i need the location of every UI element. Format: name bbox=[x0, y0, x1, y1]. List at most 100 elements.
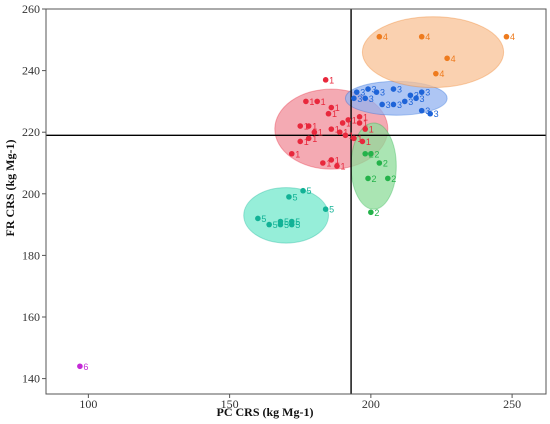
point-label-group-3: 3 bbox=[420, 94, 425, 104]
point-label-group-2: 2 bbox=[374, 149, 379, 159]
data-point-group-1 bbox=[351, 135, 357, 142]
point-label-group-1: 1 bbox=[329, 75, 334, 85]
point-label-group-4: 4 bbox=[510, 32, 515, 42]
point-label-group-5: 5 bbox=[261, 214, 266, 224]
data-point-group-1 bbox=[305, 123, 312, 129]
data-point-group-5 bbox=[300, 187, 306, 194]
point-label-group-3: 3 bbox=[372, 85, 377, 95]
data-point-group-3 bbox=[362, 95, 369, 102]
point-label-group-5: 5 bbox=[295, 217, 300, 227]
data-point-group-1 bbox=[345, 117, 352, 123]
point-label-group-1: 1 bbox=[312, 122, 317, 132]
data-point-group-1 bbox=[320, 160, 326, 166]
point-label-group-3: 3 bbox=[425, 106, 430, 116]
point-label-group-3: 3 bbox=[408, 97, 413, 107]
y-tick-label: 240 bbox=[22, 64, 40, 78]
point-label-group-3: 3 bbox=[425, 88, 430, 98]
data-point-group-2 bbox=[368, 209, 374, 216]
point-label-group-1: 1 bbox=[326, 159, 331, 169]
cluster-ellipse-4 bbox=[361, 16, 505, 89]
data-point-group-4 bbox=[503, 33, 510, 40]
data-point-group-1 bbox=[342, 132, 349, 139]
point-label-group-1: 1 bbox=[304, 122, 309, 132]
data-point-group-1 bbox=[328, 157, 335, 163]
data-point-group-1 bbox=[362, 126, 369, 132]
point-label-group-1: 1 bbox=[309, 97, 314, 107]
point-label-group-3: 3 bbox=[357, 94, 362, 104]
point-label-group-3: 3 bbox=[360, 88, 365, 98]
x-tick-label: 100 bbox=[79, 397, 97, 411]
point-label-group-1: 1 bbox=[340, 162, 345, 172]
y-tick-label: 180 bbox=[22, 248, 40, 262]
y-tick-label: 160 bbox=[22, 310, 40, 324]
point-label-group-1: 1 bbox=[363, 118, 368, 128]
plot-frame bbox=[45, 8, 547, 395]
point-label-group-3: 3 bbox=[386, 100, 391, 110]
cluster-ellipse-5 bbox=[243, 187, 329, 244]
point-label-group-1: 1 bbox=[295, 149, 300, 159]
data-point-group-1 bbox=[334, 163, 340, 169]
data-point-group-1 bbox=[359, 138, 366, 145]
data-point-group-1 bbox=[311, 129, 318, 135]
point-label-group-1: 1 bbox=[304, 137, 309, 147]
point-label-group-4: 4 bbox=[383, 32, 388, 42]
point-label-group-4: 4 bbox=[451, 54, 456, 64]
data-point-group-3 bbox=[427, 110, 433, 117]
data-point-group-1 bbox=[305, 135, 312, 142]
data-point-group-3 bbox=[413, 95, 419, 102]
data-point-group-5 bbox=[288, 221, 295, 228]
point-label-group-4: 4 bbox=[425, 32, 430, 42]
data-point-group-3 bbox=[351, 95, 357, 102]
data-points: 1111111111111111111111112222223333333333… bbox=[77, 32, 515, 372]
data-point-group-4 bbox=[418, 33, 425, 40]
data-point-group-5 bbox=[277, 221, 284, 228]
data-point-group-1 bbox=[314, 98, 320, 105]
data-point-group-2 bbox=[385, 175, 391, 182]
point-label-group-1: 1 bbox=[335, 155, 340, 165]
x-tick-label: 150 bbox=[221, 397, 239, 411]
data-point-group-1 bbox=[322, 77, 329, 83]
point-label-group-1: 1 bbox=[335, 103, 340, 113]
point-label-group-1: 1 bbox=[321, 97, 326, 107]
point-label-group-3: 3 bbox=[397, 100, 402, 110]
y-tick-label: 200 bbox=[22, 187, 40, 201]
point-label-group-2: 2 bbox=[374, 208, 379, 218]
point-label-group-6: 6 bbox=[83, 362, 88, 372]
x-tick-label: 250 bbox=[503, 397, 521, 411]
data-point-group-3 bbox=[390, 101, 397, 108]
point-label-group-5: 5 bbox=[329, 205, 334, 215]
x-tick-label: 200 bbox=[362, 397, 380, 411]
data-point-group-3 bbox=[401, 98, 408, 105]
point-label-group-1: 1 bbox=[346, 118, 351, 128]
point-label-group-3: 3 bbox=[380, 88, 385, 98]
data-point-group-3 bbox=[407, 92, 414, 99]
data-point-group-5 bbox=[266, 221, 272, 228]
data-point-group-3 bbox=[353, 89, 360, 95]
reference-lines bbox=[46, 9, 546, 394]
data-point-group-5 bbox=[322, 206, 329, 212]
data-point-group-2 bbox=[368, 150, 374, 157]
point-label-group-4: 4 bbox=[439, 69, 444, 79]
point-label-group-1: 1 bbox=[352, 115, 357, 125]
data-point-group-2 bbox=[362, 150, 369, 157]
x-axis-title: PC CRS (kg Mg-1) bbox=[217, 405, 314, 419]
point-label-group-2: 2 bbox=[372, 174, 377, 184]
data-point-group-5 bbox=[255, 215, 261, 222]
y-tick-label: 260 bbox=[22, 2, 40, 16]
point-label-group-5: 5 bbox=[292, 192, 297, 202]
data-point-group-1 bbox=[325, 110, 332, 117]
point-label-group-2: 2 bbox=[391, 174, 396, 184]
x-axis-ticks: 100 150 200 250 bbox=[79, 394, 521, 411]
point-label-group-1: 1 bbox=[349, 131, 354, 141]
y-tick-label: 140 bbox=[22, 372, 40, 386]
point-label-group-1: 1 bbox=[366, 137, 371, 147]
data-point-group-4 bbox=[444, 55, 450, 62]
data-point-group-1 bbox=[303, 98, 309, 105]
point-label-group-1: 1 bbox=[363, 112, 368, 122]
data-point-group-4 bbox=[433, 70, 439, 77]
data-point-group-3 bbox=[418, 107, 425, 114]
point-label-group-5: 5 bbox=[284, 220, 289, 230]
data-point-group-3 bbox=[365, 86, 371, 92]
y-axis-title: FR CRS (kg Mg-1) bbox=[3, 140, 17, 237]
